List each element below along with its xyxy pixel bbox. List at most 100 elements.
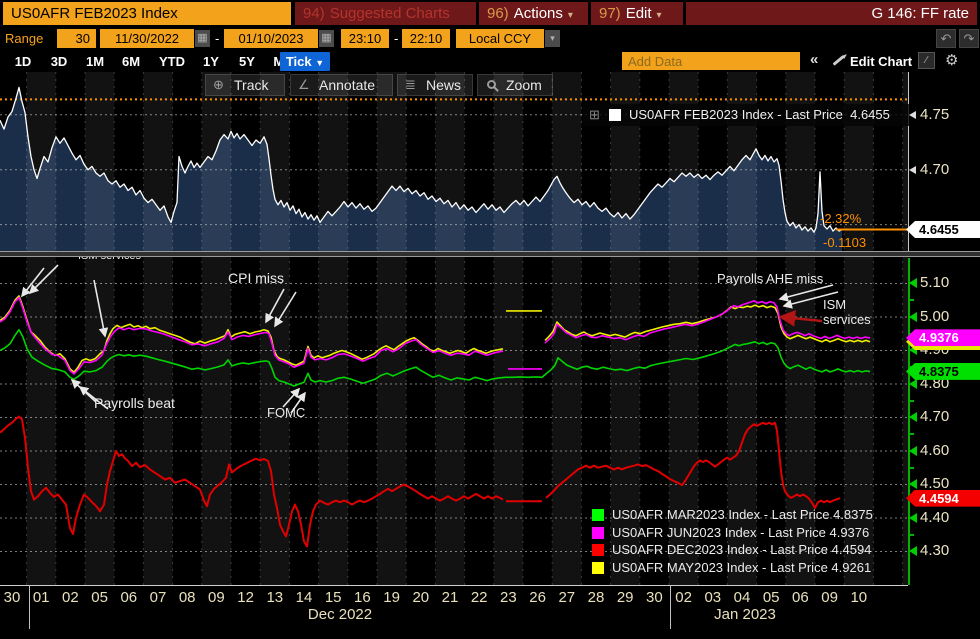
menu-number: 97) bbox=[599, 5, 621, 22]
period-button-6m[interactable]: 6M bbox=[121, 54, 141, 69]
x-axis-day-label: 09 bbox=[821, 589, 838, 606]
x-axis-day-label: 19 bbox=[383, 589, 400, 606]
gear-icon[interactable]: ⚙ bbox=[945, 52, 959, 69]
chevron-down-icon: ▾ bbox=[567, 10, 573, 21]
track-icon: ⊕ bbox=[213, 77, 224, 92]
y-axis-tick-label: 4.50 bbox=[920, 475, 950, 493]
redo-button[interactable]: ↷ bbox=[959, 29, 979, 48]
y-axis-tick-label: 4.70 bbox=[920, 160, 950, 178]
x-axis-day-label: 30 bbox=[3, 589, 21, 606]
y-axis-minor-tick bbox=[908, 299, 914, 302]
period-button-5y[interactable]: 5Y bbox=[239, 54, 255, 69]
calendar-icon[interactable]: ▦ bbox=[195, 30, 210, 47]
y-axis-tick-label: 4.70 bbox=[920, 408, 950, 426]
x-axis-day-label: 02 bbox=[62, 589, 79, 606]
function-hint: G 146: FF rate bbox=[686, 2, 977, 25]
y-axis-tick-arrow bbox=[909, 110, 916, 119]
calendar-icon[interactable]: ▦ bbox=[319, 30, 334, 47]
x-axis-separator bbox=[669, 585, 671, 629]
x-axis-day-label: 03 bbox=[704, 589, 722, 606]
y-axis-minor-tick bbox=[908, 466, 914, 469]
chevron-down-icon: ▾ bbox=[656, 10, 662, 21]
net-change-label: -0.1103 bbox=[823, 235, 867, 250]
x-axis-day-label: 01 bbox=[32, 589, 50, 606]
collapse-icon[interactable]: « bbox=[810, 51, 819, 68]
range-value-field[interactable]: 30 bbox=[57, 29, 96, 48]
price-tag-dec2023: 4.4594 bbox=[906, 489, 980, 507]
edit-chart-button[interactable]: Edit Chart bbox=[850, 54, 913, 69]
y-axis-tick-arrow bbox=[909, 165, 916, 174]
add-data-input[interactable] bbox=[622, 52, 800, 70]
y-axis-tick-arrow bbox=[909, 412, 917, 423]
undo-button[interactable]: ↶ bbox=[936, 29, 956, 48]
x-axis-day-label: 27 bbox=[558, 589, 576, 606]
x-axis-day-label: 10 bbox=[850, 589, 868, 606]
y-axis-minor-tick bbox=[908, 399, 914, 402]
x-axis-month-label: Dec 2022 bbox=[307, 606, 373, 623]
x-axis-day-label: 22 bbox=[470, 589, 488, 606]
price-tag-jun2023: 4.9376 bbox=[906, 329, 980, 347]
legend-label: US0AFR FEB2023 Index - Last Price 4.6455 bbox=[629, 107, 890, 122]
y-axis-minor-tick bbox=[908, 533, 914, 536]
y-axis-tick-arrow bbox=[909, 479, 917, 490]
x-axis-day-label: 02 bbox=[675, 589, 692, 606]
y-axis-tick-arrow bbox=[909, 445, 917, 456]
end-time-field[interactable]: 22:10 bbox=[402, 29, 450, 48]
legend-row[interactable]: US0AFR JUN2023 Index - Last Price 4.9376 bbox=[612, 524, 870, 540]
legend-row[interactable]: US0AFR MAR2023 Index - Last Price 4.8375 bbox=[612, 507, 873, 522]
ticker-field[interactable]: US0AFR FEB2023 Index bbox=[3, 2, 291, 25]
news-icon: ≣ bbox=[405, 77, 416, 92]
chart-annotation: Payrolls beat bbox=[94, 395, 175, 411]
x-axis-day-label: 05 bbox=[91, 589, 108, 606]
x-axis-day-label: 21 bbox=[441, 589, 459, 606]
top-panel-legend[interactable]: ⊞ US0AFR FEB2023 Index - Last Price 4.64… bbox=[583, 104, 909, 126]
y-axis-tick-arrow bbox=[909, 278, 917, 289]
period-button-1d[interactable]: 1D bbox=[14, 54, 32, 69]
suggested-charts-menu[interactable]: 94) Suggested Charts bbox=[295, 2, 476, 25]
start-date-field[interactable]: 11/30/2022 bbox=[100, 29, 194, 48]
panel-splitter[interactable] bbox=[0, 251, 980, 257]
legend-row[interactable]: US0AFR MAY2023 Index - Last Price 4.9261 bbox=[612, 559, 872, 575]
legend-row[interactable]: US0AFR DEC2023 Index - Last Price 4.4594 bbox=[612, 542, 872, 557]
y-axis-tick-arrow bbox=[909, 512, 917, 523]
period-button-1y[interactable]: 1Y bbox=[203, 54, 219, 69]
date-separator: - bbox=[215, 31, 220, 46]
x-axis-day-label: 30 bbox=[646, 589, 663, 606]
y-axis-tick-arrow bbox=[909, 311, 917, 322]
currency-select[interactable]: Local CCY bbox=[456, 29, 544, 48]
chevron-down-icon[interactable]: ▾ bbox=[545, 30, 560, 47]
period-button-ytd[interactable]: YTD bbox=[159, 54, 185, 69]
start-time-field[interactable]: 23:10 bbox=[341, 29, 389, 48]
period-button-1m[interactable]: 1M bbox=[85, 54, 105, 69]
x-axis-day-label: 23 bbox=[500, 589, 517, 606]
x-axis-day-label: 28 bbox=[587, 589, 605, 606]
pct-change-label: -2.32% bbox=[820, 211, 862, 226]
x-axis-day-label: 08 bbox=[178, 589, 196, 606]
edit-note-icon[interactable]: ∕ bbox=[918, 52, 935, 69]
top-y-axis-line bbox=[908, 72, 909, 252]
x-axis-day-label: 13 bbox=[266, 589, 284, 606]
y-axis-tick-label: 5.10 bbox=[920, 274, 950, 292]
expand-box-icon[interactable]: ⊞ bbox=[589, 107, 600, 122]
x-axis-separator bbox=[29, 585, 30, 629]
end-date-field[interactable]: 01/10/2023 bbox=[224, 29, 318, 48]
x-axis-day-label: 05 bbox=[762, 589, 780, 606]
range-label: Range bbox=[5, 31, 44, 46]
actions-menu[interactable]: 96) Actions ▾ bbox=[479, 2, 588, 25]
chart-annotation: FOMC bbox=[267, 405, 306, 420]
legend-swatch bbox=[592, 509, 604, 521]
x-axis-day-label: 16 bbox=[354, 589, 371, 606]
legend-swatch bbox=[592, 561, 604, 574]
chevron-down-icon: ▼ bbox=[315, 58, 325, 68]
y-axis-tick-label: 4.40 bbox=[920, 508, 950, 526]
x-axis-day-label: 29 bbox=[616, 589, 634, 606]
chart-annotation: ISM services bbox=[823, 297, 871, 327]
time-separator: - bbox=[394, 31, 399, 46]
y-axis-minor-tick bbox=[908, 433, 914, 436]
menu-number: 94) bbox=[303, 5, 325, 22]
period-button-3d[interactable]: 3D bbox=[50, 54, 68, 69]
edit-menu[interactable]: 97) Edit ▾ bbox=[591, 2, 683, 25]
chart-annotation: CPI miss bbox=[228, 270, 284, 286]
interval-select[interactable]: Tick ▼ bbox=[280, 52, 330, 71]
